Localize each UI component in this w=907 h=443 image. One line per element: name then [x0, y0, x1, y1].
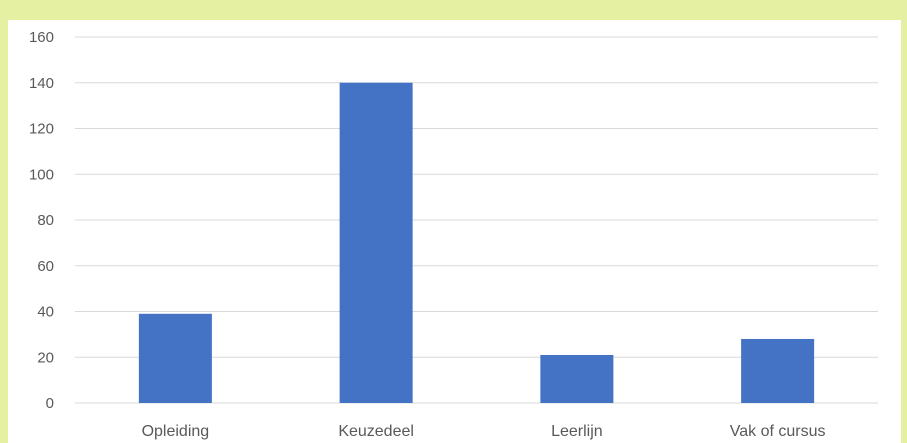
bars — [138, 82, 815, 403]
bar-keuzedeel — [339, 82, 413, 403]
y-tick-label: 160 — [29, 29, 54, 46]
x-category-label: Keuzedeel — [338, 423, 414, 440]
x-category-label: Opleiding — [142, 423, 210, 440]
x-category-label: Leerlijn — [551, 423, 603, 440]
bar-leerlijn — [540, 354, 614, 403]
y-tick-label: 140 — [29, 75, 54, 92]
bar-chart: 0 20 40 60 80 100 120 140 160 Opleiding Keuzedeel… — [29, 29, 878, 440]
y-tick-label: 100 — [29, 166, 54, 183]
x-category-label: Vak of cursus — [730, 423, 826, 440]
y-tick-label: 20 — [37, 349, 54, 366]
y-tick-label: 60 — [37, 258, 54, 275]
bar-vak-of-cursus — [741, 338, 815, 403]
y-tick-label: 120 — [29, 121, 54, 138]
y-tick-label: 0 — [46, 395, 54, 412]
bar-opleiding — [138, 313, 212, 403]
x-axis-category-labels: Opleiding Keuzedeel Leerlijn Vak of cursus — [142, 423, 826, 440]
y-tick-label: 80 — [37, 212, 54, 229]
chart-area: 0 20 40 60 80 100 120 140 160 Opleiding Keuzedeel… — [8, 20, 901, 443]
y-axis-tick-labels: 0 20 40 60 80 100 120 140 160 — [29, 29, 54, 412]
y-tick-label: 40 — [37, 304, 54, 321]
